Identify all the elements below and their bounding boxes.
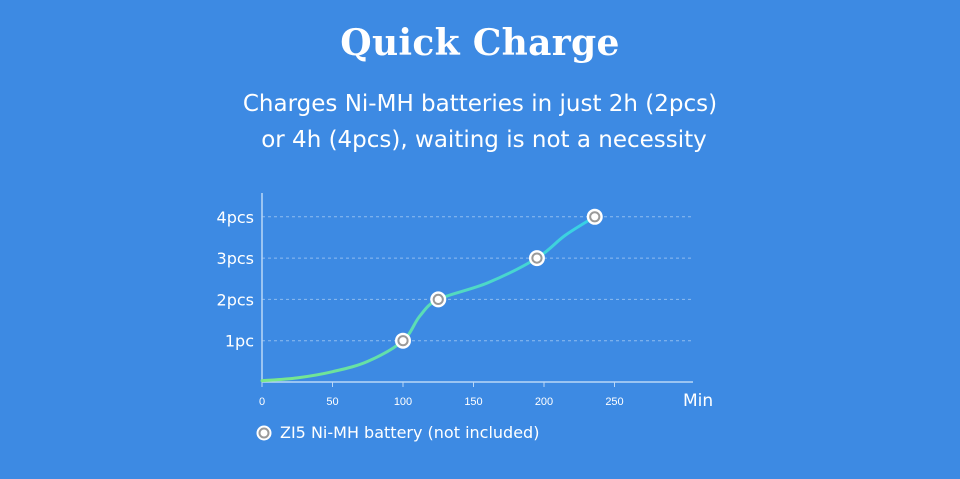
marker-ring: [432, 293, 444, 305]
chart-legend: ZI5 Ni-MH battery (not included): [256, 423, 539, 442]
x-tick-label: 0: [259, 396, 265, 408]
data-point-marker: [430, 291, 447, 308]
data-point-marker: [586, 208, 603, 225]
subtitle-line-1: Charges Ni-MH batteries in just 2h (2pcs…: [242, 91, 718, 117]
y-tick-label: 4pcs: [217, 208, 254, 227]
marker-outer: [586, 208, 603, 225]
y-tick-label: 1pc: [225, 332, 254, 351]
marker-ring: [589, 211, 601, 223]
x-tick-label: 250: [605, 396, 623, 408]
subtitle-line-2: or 4h (4pcs), waiting is not a necessity: [261, 127, 707, 153]
legend-marker-icon: [256, 425, 272, 440]
marker-ring: [531, 252, 543, 264]
x-axis-label: Min: [683, 391, 713, 411]
marker-outer: [528, 250, 545, 267]
data-point-marker: [395, 332, 411, 349]
series-line: [260, 215, 597, 383]
marker-outer: [395, 332, 411, 349]
x-tick-label: 50: [326, 396, 338, 408]
marker-outer: [430, 291, 447, 308]
x-tick-label: 100: [394, 396, 412, 408]
x-tick-label: 150: [464, 396, 482, 408]
page-title: Quick Charge: [340, 22, 620, 64]
marker-ring: [397, 335, 409, 347]
data-point-marker: [528, 250, 545, 267]
y-tick-label: 3pcs: [217, 249, 254, 268]
x-tick-label: 200: [535, 396, 553, 408]
legend-label: ZI5 Ni-MH battery (not included): [280, 423, 540, 442]
y-tick-label: 2pcs: [217, 290, 254, 309]
